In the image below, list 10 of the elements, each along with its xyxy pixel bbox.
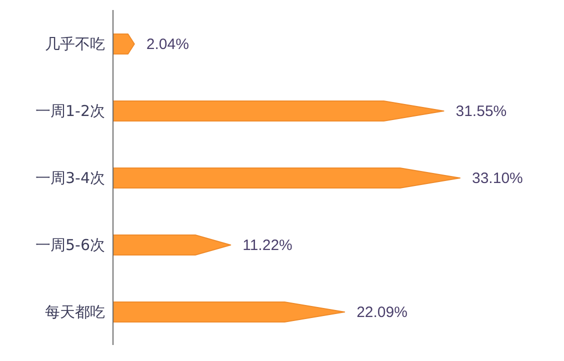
data-label: 2.04% [146, 36, 189, 53]
y-tick-label: 几乎不吃 [45, 34, 105, 53]
data-label: 11.22% [242, 237, 292, 254]
data-label: 33.10% [472, 170, 523, 187]
y-tick-label: 一周3-4次 [36, 168, 105, 187]
data-label: 31.55% [456, 103, 507, 120]
y-tick-label: 一周1-2次 [36, 102, 105, 120]
data-label: 22.09% [356, 304, 408, 321]
y-tick-label: 每天都吃 [45, 302, 105, 321]
y-tick-label: 一周5-6次 [36, 236, 105, 254]
